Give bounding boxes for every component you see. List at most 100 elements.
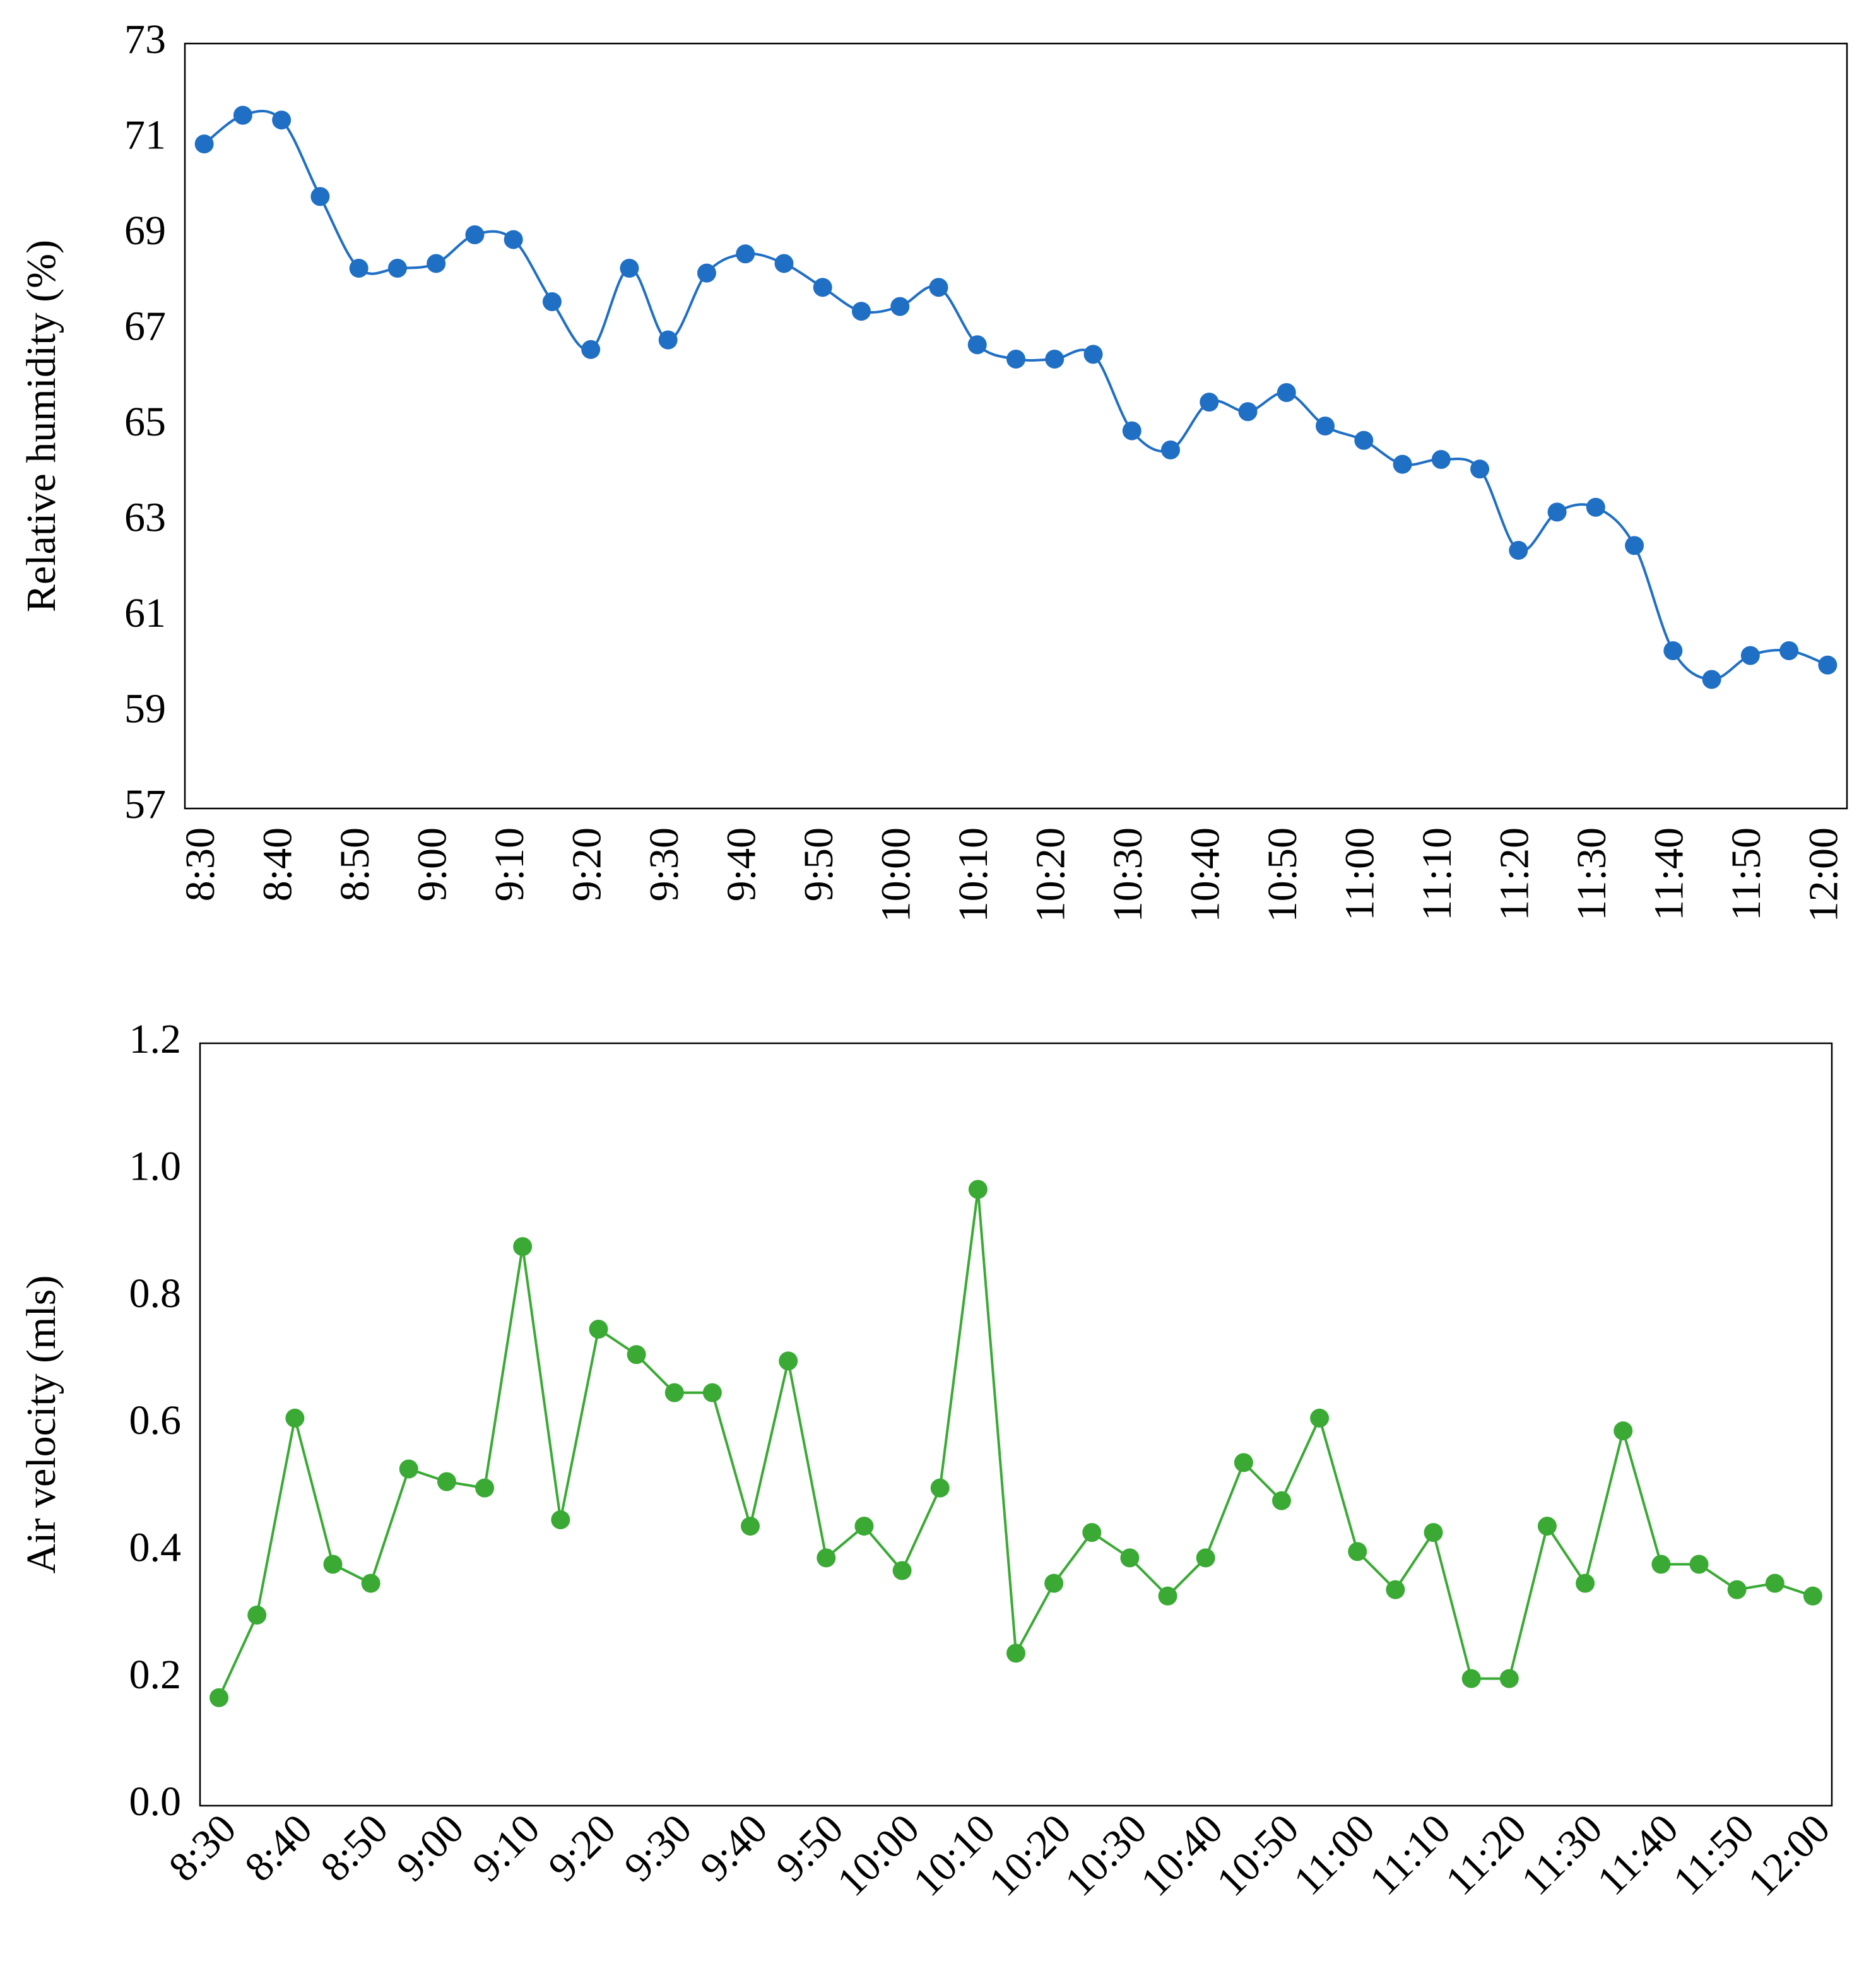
x-tick-label: 9:50	[796, 827, 842, 901]
data-point	[1006, 349, 1025, 369]
data-point	[310, 187, 330, 206]
data-point	[1424, 1523, 1443, 1543]
data-point	[1122, 421, 1142, 441]
data-point	[589, 1320, 608, 1339]
data-point	[1044, 1573, 1064, 1593]
data-point	[399, 1459, 418, 1479]
data-point	[892, 1561, 912, 1580]
data-point	[1238, 402, 1258, 422]
data-point	[504, 230, 523, 249]
data-point	[1393, 454, 1412, 474]
data-point	[1470, 459, 1490, 479]
data-point	[1310, 1408, 1330, 1428]
y-axis-title: Relative humidity (%)	[18, 240, 64, 612]
x-tick-label: 8:40	[236, 1806, 321, 1891]
y-axis-title: Air velocity (mls)	[18, 1276, 64, 1574]
data-point	[1348, 1542, 1367, 1561]
data-point	[851, 302, 871, 321]
data-point	[1803, 1586, 1822, 1606]
data-point	[194, 134, 214, 154]
data-point	[1740, 646, 1760, 665]
x-tick-label: 8:50	[332, 827, 378, 901]
data-point	[1161, 440, 1181, 459]
x-tick-label: 9:10	[487, 827, 533, 901]
x-tick-label: 11:10	[1414, 827, 1460, 921]
data-point	[1586, 497, 1605, 517]
data-point	[437, 1472, 456, 1491]
y-tick-label: 1.0	[129, 1143, 182, 1189]
x-tick-label: 8:30	[177, 827, 223, 901]
y-tick-label: 0.8	[129, 1270, 182, 1317]
x-tick-label: 9:20	[563, 827, 610, 901]
data-point	[779, 1351, 798, 1371]
y-tick-label: 71	[124, 112, 166, 158]
data-point	[542, 292, 562, 312]
x-tick-label: 9:00	[409, 827, 455, 901]
data-point	[387, 259, 407, 278]
data-point	[664, 1383, 684, 1402]
data-point	[1431, 450, 1451, 470]
x-tick-label: 10:30	[1056, 1806, 1156, 1905]
x-tick-label: 10:10	[904, 1806, 1004, 1905]
data-point	[1083, 345, 1103, 364]
chart: 57 59 61 63 65 67 69 71 73 8:30 8:40 8:50 9:00 9:10 9:…	[18, 16, 1848, 922]
data-point	[1689, 1554, 1709, 1574]
plot-frame	[199, 1042, 1833, 1807]
x-tick-label: 11:20	[1437, 1806, 1535, 1904]
data-point	[1613, 1421, 1633, 1441]
data-point	[581, 340, 601, 359]
x-tick-label: 10:00	[873, 827, 919, 922]
x-tick-label: 10:40	[1182, 827, 1228, 922]
data-point	[1818, 655, 1838, 675]
data-point	[1537, 1517, 1557, 1536]
data-point	[1651, 1554, 1671, 1574]
data-point	[247, 1606, 267, 1625]
x-tick-label: 9:40	[692, 1806, 777, 1891]
x-tick-label: 11:10	[1361, 1806, 1460, 1904]
y-tick-label: 0.0	[129, 1779, 182, 1825]
x-tick-label: 8:50	[312, 1806, 397, 1891]
data-point	[1727, 1580, 1747, 1599]
data-point	[1779, 641, 1799, 661]
data-point	[1354, 430, 1374, 450]
x-tick-label: 9:20	[540, 1806, 625, 1891]
data-point	[323, 1554, 343, 1574]
data-point	[1625, 536, 1644, 555]
data-point	[349, 259, 369, 278]
x-tick-label: 9:30	[641, 827, 687, 901]
data-point	[627, 1345, 646, 1365]
data-point	[1461, 1669, 1481, 1688]
data-point	[1271, 1491, 1291, 1510]
data-point	[741, 1517, 760, 1536]
x-tick-label: 9:00	[388, 1806, 473, 1891]
data-point	[1576, 1573, 1595, 1593]
data-point	[736, 244, 755, 264]
chart: 0.00.20.40.60.81.01.28:308:408:509:009:1…	[18, 1016, 1839, 1905]
data-point	[272, 110, 292, 130]
y-tick-label: 0.2	[129, 1652, 182, 1698]
x-tick-label: 12:00	[1801, 827, 1847, 922]
x-tick-label: 9:30	[615, 1806, 700, 1891]
x-tick-label: 11:30	[1569, 827, 1615, 921]
data-point	[475, 1478, 495, 1498]
y-tick-label: 69	[124, 208, 166, 254]
x-tick-label: 11:50	[1723, 827, 1769, 921]
x-tick-label: 10:20	[1027, 827, 1073, 922]
x-tick-label: 11:20	[1491, 827, 1537, 921]
data-point	[1234, 1453, 1253, 1472]
x-tick-label: 11:00	[1336, 827, 1383, 921]
data-point	[427, 254, 446, 273]
data-point	[1120, 1548, 1140, 1568]
series-line	[218, 1189, 1814, 1698]
x-tick-label: 10:10	[950, 827, 996, 922]
data-point	[813, 278, 832, 297]
y-tick-label: 73	[124, 16, 166, 62]
data-point	[890, 297, 910, 316]
data-point	[1316, 417, 1335, 435]
data-point	[968, 1180, 988, 1199]
y-tick-label: 0.6	[129, 1397, 182, 1443]
x-tick-label: 10:40	[1132, 1806, 1232, 1905]
y-tick-label: 67	[124, 304, 166, 350]
data-point	[929, 278, 948, 297]
